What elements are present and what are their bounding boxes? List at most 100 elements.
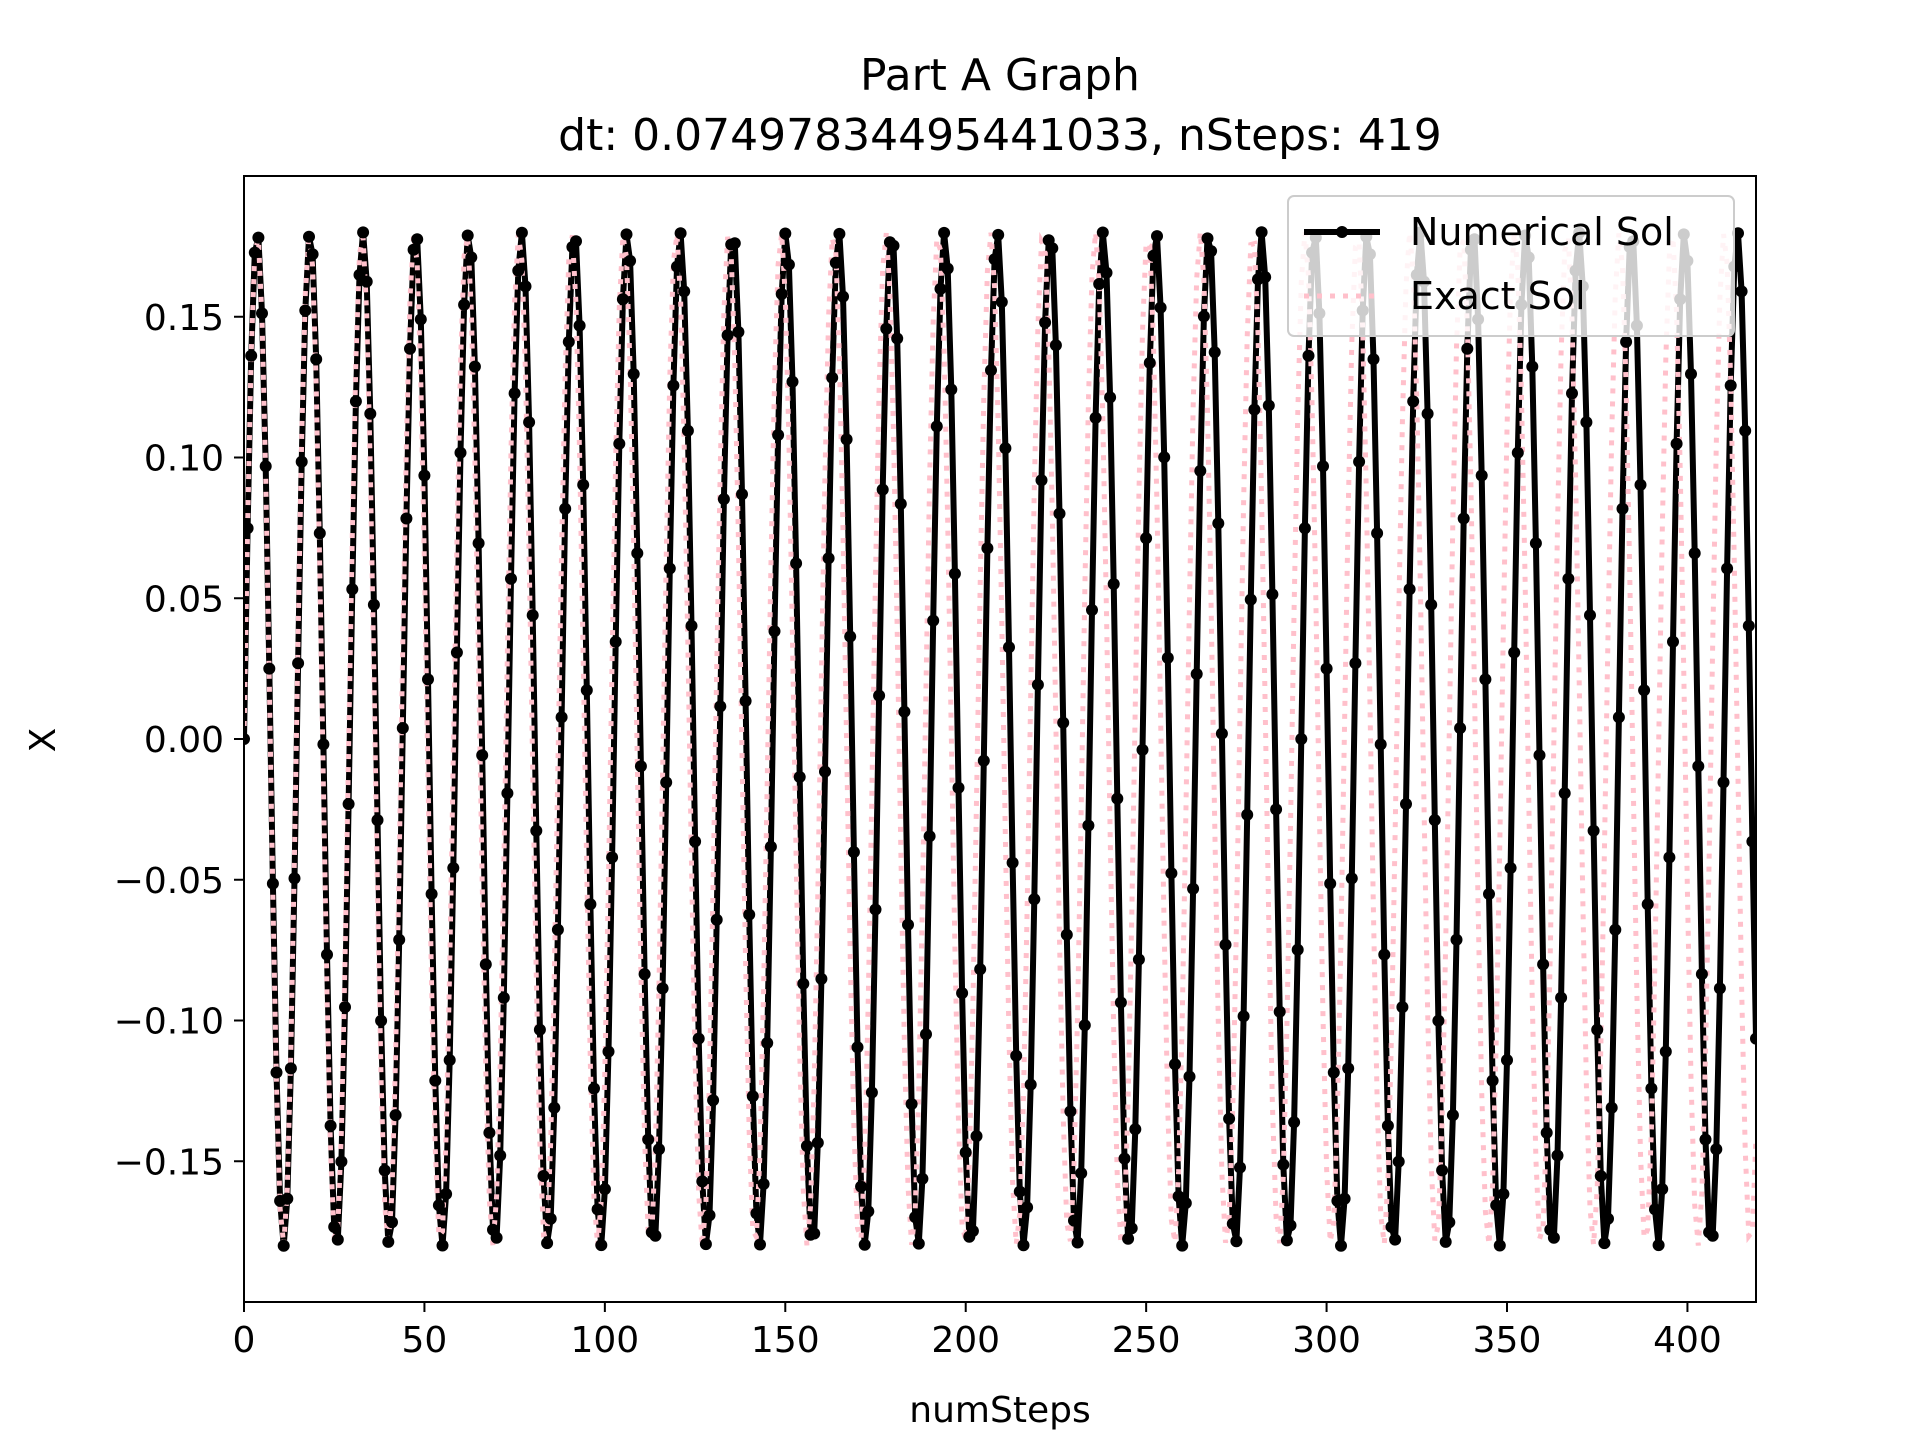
data-point-numerical-sol	[1641, 898, 1654, 911]
data-point-numerical-sol	[653, 1143, 665, 1156]
data-point-numerical-sol	[779, 227, 792, 240]
data-point-numerical-sol	[342, 798, 355, 810]
y-axis: −0.15 −0.10 −0.05 0.00 0.05 0.10 0.15	[114, 298, 244, 1183]
data-point-numerical-sol	[284, 1062, 297, 1075]
data-point-numerical-sol	[1291, 943, 1304, 956]
data-point-numerical-sol	[956, 987, 969, 1000]
data-point-numerical-sol	[1349, 657, 1362, 670]
data-point-numerical-sol	[310, 353, 323, 366]
data-point-numerical-sol	[371, 814, 384, 827]
data-point-numerical-sol	[750, 1207, 763, 1220]
data-point-numerical-sol	[1100, 266, 1113, 279]
data-point-numerical-sol	[1013, 1185, 1026, 1198]
data-point-numerical-sol	[1508, 646, 1521, 659]
data-point-numerical-sol	[1721, 562, 1734, 575]
data-point-numerical-sol	[559, 502, 572, 515]
data-point-numerical-sol	[710, 913, 723, 926]
data-point-numerical-sol	[1616, 502, 1629, 515]
data-point-numerical-sol	[703, 1209, 716, 1222]
data-point-numerical-sol	[476, 749, 489, 762]
data-point-numerical-sol	[1111, 792, 1124, 805]
data-point-numerical-sol	[631, 547, 644, 560]
data-point-numerical-sol	[443, 1054, 456, 1067]
data-point-numerical-sol	[1461, 342, 1474, 355]
data-point-numerical-sol	[970, 1130, 983, 1143]
data-point-numerical-sol	[959, 1146, 972, 1159]
data-point-numerical-sol	[440, 1188, 453, 1200]
data-point-numerical-sol	[681, 424, 694, 437]
data-point-numerical-sol	[995, 296, 1008, 308]
data-point-numerical-sol	[869, 903, 882, 916]
data-point-numerical-sol	[317, 738, 330, 751]
data-point-numerical-sol	[479, 958, 492, 971]
data-point-numerical-sol	[1028, 893, 1041, 906]
data-point-numerical-sol	[523, 416, 536, 429]
data-point-numerical-sol	[1367, 353, 1380, 366]
data-point-numerical-sol	[1490, 1199, 1503, 1212]
data-point-numerical-sol	[335, 1155, 348, 1168]
data-point-numerical-sol	[429, 1074, 442, 1087]
data-point-numerical-sol	[1259, 271, 1272, 284]
x-tick-label: 400	[1653, 1320, 1722, 1361]
data-point-numerical-sol	[988, 253, 1001, 266]
data-point-numerical-sol	[1454, 722, 1467, 735]
data-point-numerical-sol	[938, 226, 951, 239]
data-point-numerical-sol	[1324, 877, 1337, 890]
data-point-numerical-sol	[1298, 522, 1311, 535]
data-point-numerical-sol	[1226, 1217, 1239, 1230]
data-point-numerical-sol	[1598, 1237, 1611, 1250]
data-point-numerical-sol	[570, 235, 582, 248]
data-point-numerical-sol	[468, 360, 481, 373]
data-point-numerical-sol	[1511, 446, 1524, 459]
data-point-numerical-sol	[627, 368, 640, 380]
data-point-numerical-sol	[555, 711, 568, 724]
data-point-numerical-sol	[1566, 387, 1578, 400]
data-point-numerical-sol	[634, 760, 647, 773]
data-point-numerical-sol	[537, 1170, 550, 1182]
data-point-numerical-sol	[1086, 604, 1098, 616]
data-point-numerical-sol	[1381, 1119, 1394, 1132]
data-point-numerical-sol	[1136, 743, 1149, 756]
data-point-numerical-sol	[1479, 673, 1492, 686]
data-point-numerical-sol	[1255, 226, 1268, 239]
data-point-numerical-sol	[1053, 507, 1066, 520]
data-point-numerical-sol	[624, 254, 637, 267]
data-point-numerical-sol	[244, 522, 254, 535]
data-point-numerical-sol	[952, 781, 965, 794]
data-point-numerical-sol	[295, 455, 308, 468]
data-point-numerical-sol	[1075, 1167, 1088, 1180]
data-point-numerical-sol	[1602, 1212, 1614, 1225]
data-point-numerical-sol	[912, 1237, 925, 1250]
data-point-numerical-sol	[775, 288, 788, 300]
data-point-numerical-sol	[1143, 356, 1156, 369]
data-point-numerical-sol	[573, 319, 586, 332]
data-point-numerical-sol	[1389, 1233, 1402, 1246]
data-point-numerical-sol	[1154, 301, 1167, 314]
data-point-numerical-sol	[689, 835, 702, 848]
data-point-numerical-sol	[663, 562, 676, 575]
data-point-numerical-sol	[1021, 1201, 1034, 1214]
data-point-numerical-sol	[1284, 1219, 1297, 1232]
data-point-numerical-sol	[891, 332, 904, 345]
data-point-numerical-sol	[515, 226, 528, 239]
data-point-numerical-sol	[602, 1045, 615, 1058]
data-point-numerical-sol	[667, 379, 680, 392]
data-point-numerical-sol	[1663, 851, 1676, 864]
data-point-numerical-sol	[1584, 609, 1596, 622]
data-point-numerical-sol	[966, 1225, 979, 1237]
data-point-numerical-sol	[1302, 349, 1315, 362]
data-point-numerical-sol	[1089, 411, 1102, 424]
data-point-numerical-sol	[357, 226, 370, 239]
data-point-numerical-sol	[1392, 1155, 1405, 1168]
data-point-numerical-sol	[941, 262, 954, 275]
data-point-numerical-sol	[1385, 1220, 1398, 1233]
data-point-numerical-sol	[580, 684, 593, 697]
data-point-numerical-sol	[642, 1133, 655, 1146]
data-point-numerical-sol	[422, 673, 434, 686]
data-point-numerical-sol	[1151, 230, 1163, 243]
data-point-numerical-sol	[389, 1109, 402, 1122]
data-point-numerical-sol	[714, 700, 727, 713]
data-point-numerical-sol	[1114, 996, 1127, 1009]
data-point-numerical-sol	[1129, 1123, 1142, 1136]
data-point-numerical-sol	[1750, 1032, 1756, 1045]
